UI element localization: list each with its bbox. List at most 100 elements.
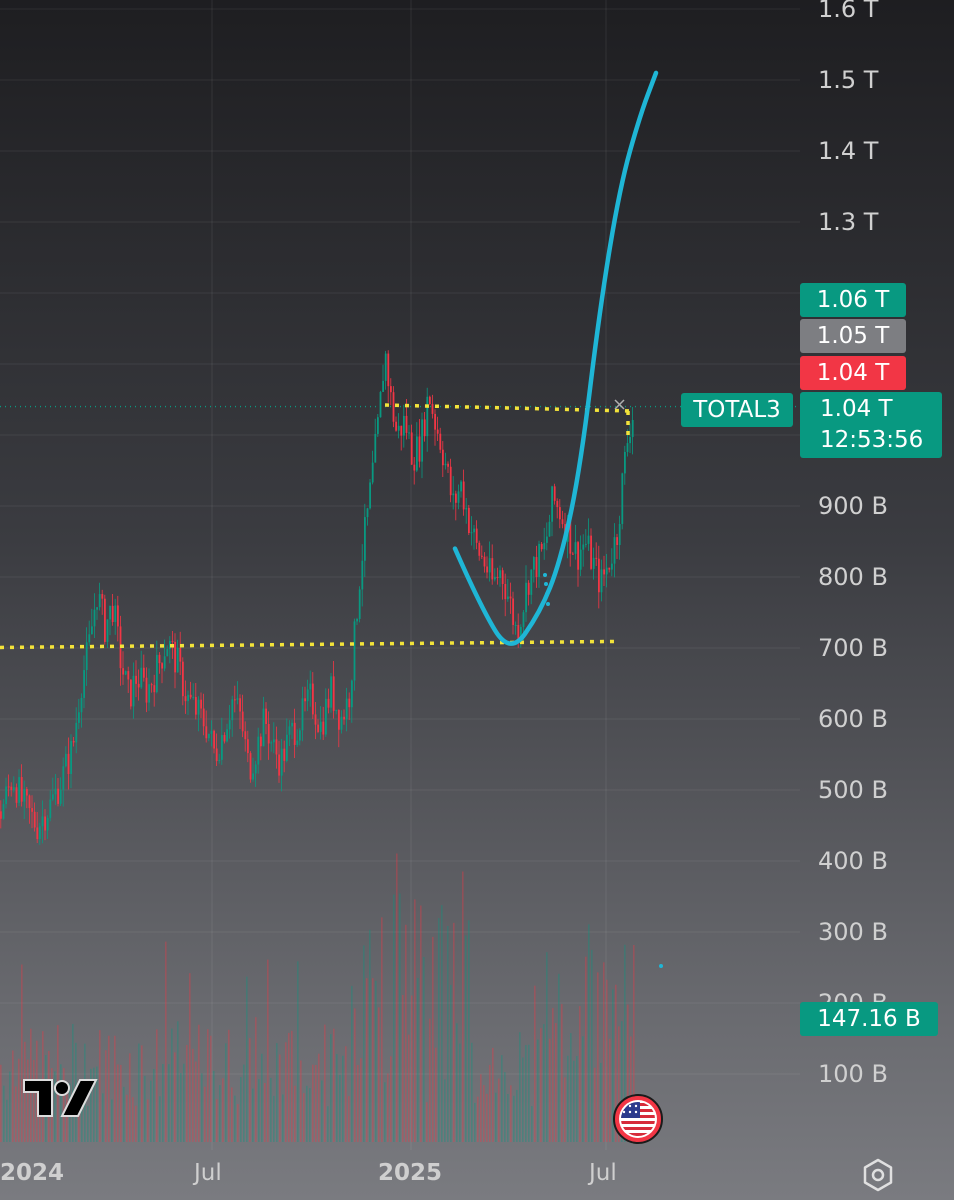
candle-body bbox=[486, 566, 488, 573]
volume-bar bbox=[273, 1095, 275, 1142]
candle-body bbox=[353, 621, 356, 681]
candle-body bbox=[65, 753, 67, 767]
candle-body bbox=[535, 557, 538, 578]
candle-body bbox=[273, 739, 275, 743]
candle-body bbox=[590, 535, 592, 569]
candle-body bbox=[613, 537, 616, 564]
candle-body bbox=[5, 786, 7, 805]
candle-body bbox=[291, 722, 293, 727]
volume-bar bbox=[153, 1069, 155, 1142]
candle-body bbox=[169, 640, 171, 650]
candle-body bbox=[600, 569, 603, 593]
candle-body bbox=[54, 788, 57, 795]
candle-body bbox=[130, 679, 132, 707]
bar-countdown: 12:53:56 bbox=[820, 427, 924, 453]
volume-tag: 147.16 B bbox=[800, 1002, 938, 1036]
volume-bar bbox=[399, 893, 401, 1142]
candle-body bbox=[481, 555, 483, 557]
volume-bar bbox=[324, 1024, 326, 1142]
candle-body bbox=[631, 419, 634, 438]
candle-body bbox=[184, 696, 187, 702]
candle-body bbox=[525, 582, 527, 613]
candle-body bbox=[106, 619, 109, 642]
levels bbox=[0, 403, 800, 650]
candle-body bbox=[457, 491, 460, 503]
volume-bar bbox=[525, 1045, 527, 1142]
volume-bar bbox=[39, 1099, 41, 1142]
candle-body bbox=[166, 649, 169, 657]
volume-bar bbox=[558, 973, 560, 1142]
candle-body bbox=[36, 827, 39, 840]
candle-body bbox=[377, 417, 379, 434]
candle-body bbox=[452, 493, 455, 496]
volume-bar bbox=[579, 1006, 581, 1142]
candle-body bbox=[15, 787, 18, 803]
candle-body bbox=[343, 716, 345, 720]
resistance-level-line bbox=[384, 403, 633, 413]
volume-bar bbox=[510, 1085, 512, 1142]
volume-bar bbox=[123, 1086, 125, 1142]
volume-bar bbox=[516, 1089, 518, 1142]
candle-body bbox=[434, 413, 436, 430]
volume-bar bbox=[333, 1028, 335, 1142]
candle-body bbox=[327, 698, 330, 708]
candle-body bbox=[2, 804, 5, 819]
candle-body bbox=[267, 723, 270, 744]
candle-body bbox=[548, 521, 551, 537]
volume-bar bbox=[372, 978, 374, 1142]
candle-body bbox=[210, 730, 213, 734]
volume-bar bbox=[459, 1043, 461, 1142]
volume-bar bbox=[282, 1094, 284, 1142]
candle-body bbox=[158, 654, 161, 664]
candle-body bbox=[304, 698, 306, 702]
candle-body bbox=[356, 618, 358, 622]
candle-body bbox=[296, 740, 299, 745]
symbol-tag[interactable]: TOTAL3 bbox=[681, 393, 793, 427]
volume-bar bbox=[117, 1064, 119, 1142]
candle-body bbox=[101, 594, 104, 599]
candle-body bbox=[208, 733, 210, 739]
volume-bar bbox=[186, 1044, 188, 1142]
volume-bar bbox=[9, 1071, 11, 1142]
candle-body bbox=[553, 486, 556, 501]
x-tick-jul-2024: Jul bbox=[194, 1160, 222, 1186]
volume-bar bbox=[267, 959, 269, 1142]
candle-body bbox=[509, 596, 512, 599]
candle-body bbox=[309, 683, 312, 690]
volume-bar bbox=[228, 1029, 230, 1142]
candle-body bbox=[31, 808, 33, 812]
candle-body bbox=[421, 419, 423, 462]
tradingview-logo-icon[interactable] bbox=[22, 1078, 98, 1118]
candle-body bbox=[366, 508, 369, 518]
y-tick-label: 300 B bbox=[818, 918, 888, 946]
candle-body bbox=[218, 759, 221, 762]
candle-body bbox=[364, 517, 366, 561]
volume-bar bbox=[624, 944, 626, 1142]
volume-bar bbox=[291, 1030, 293, 1142]
candle-body bbox=[283, 748, 286, 761]
candle-body bbox=[221, 735, 223, 760]
y-tick-label: 500 B bbox=[818, 776, 888, 804]
gear-icon[interactable] bbox=[860, 1157, 896, 1193]
volume-bar bbox=[216, 1099, 218, 1142]
volume-bar bbox=[483, 1085, 485, 1142]
candle-body bbox=[301, 698, 304, 731]
x-tick-2024: 2024 bbox=[0, 1160, 65, 1186]
candle-body bbox=[179, 647, 182, 662]
volume-bar bbox=[633, 945, 635, 1142]
volume-bar bbox=[360, 1058, 362, 1142]
volume-bar bbox=[417, 977, 419, 1142]
candle-body bbox=[46, 817, 49, 831]
candle-body bbox=[195, 697, 197, 715]
candle-body bbox=[488, 558, 491, 573]
volume-bar bbox=[387, 1073, 389, 1142]
volume-bar bbox=[72, 1023, 74, 1142]
candle-body bbox=[213, 730, 215, 749]
volume-bar bbox=[300, 1060, 302, 1142]
volume-bar bbox=[450, 984, 452, 1142]
price-tag-prev: 1.05 T bbox=[800, 319, 906, 353]
candle-body bbox=[319, 721, 322, 732]
us-flag-icon[interactable] bbox=[612, 1093, 664, 1145]
volume-bar bbox=[465, 935, 467, 1142]
